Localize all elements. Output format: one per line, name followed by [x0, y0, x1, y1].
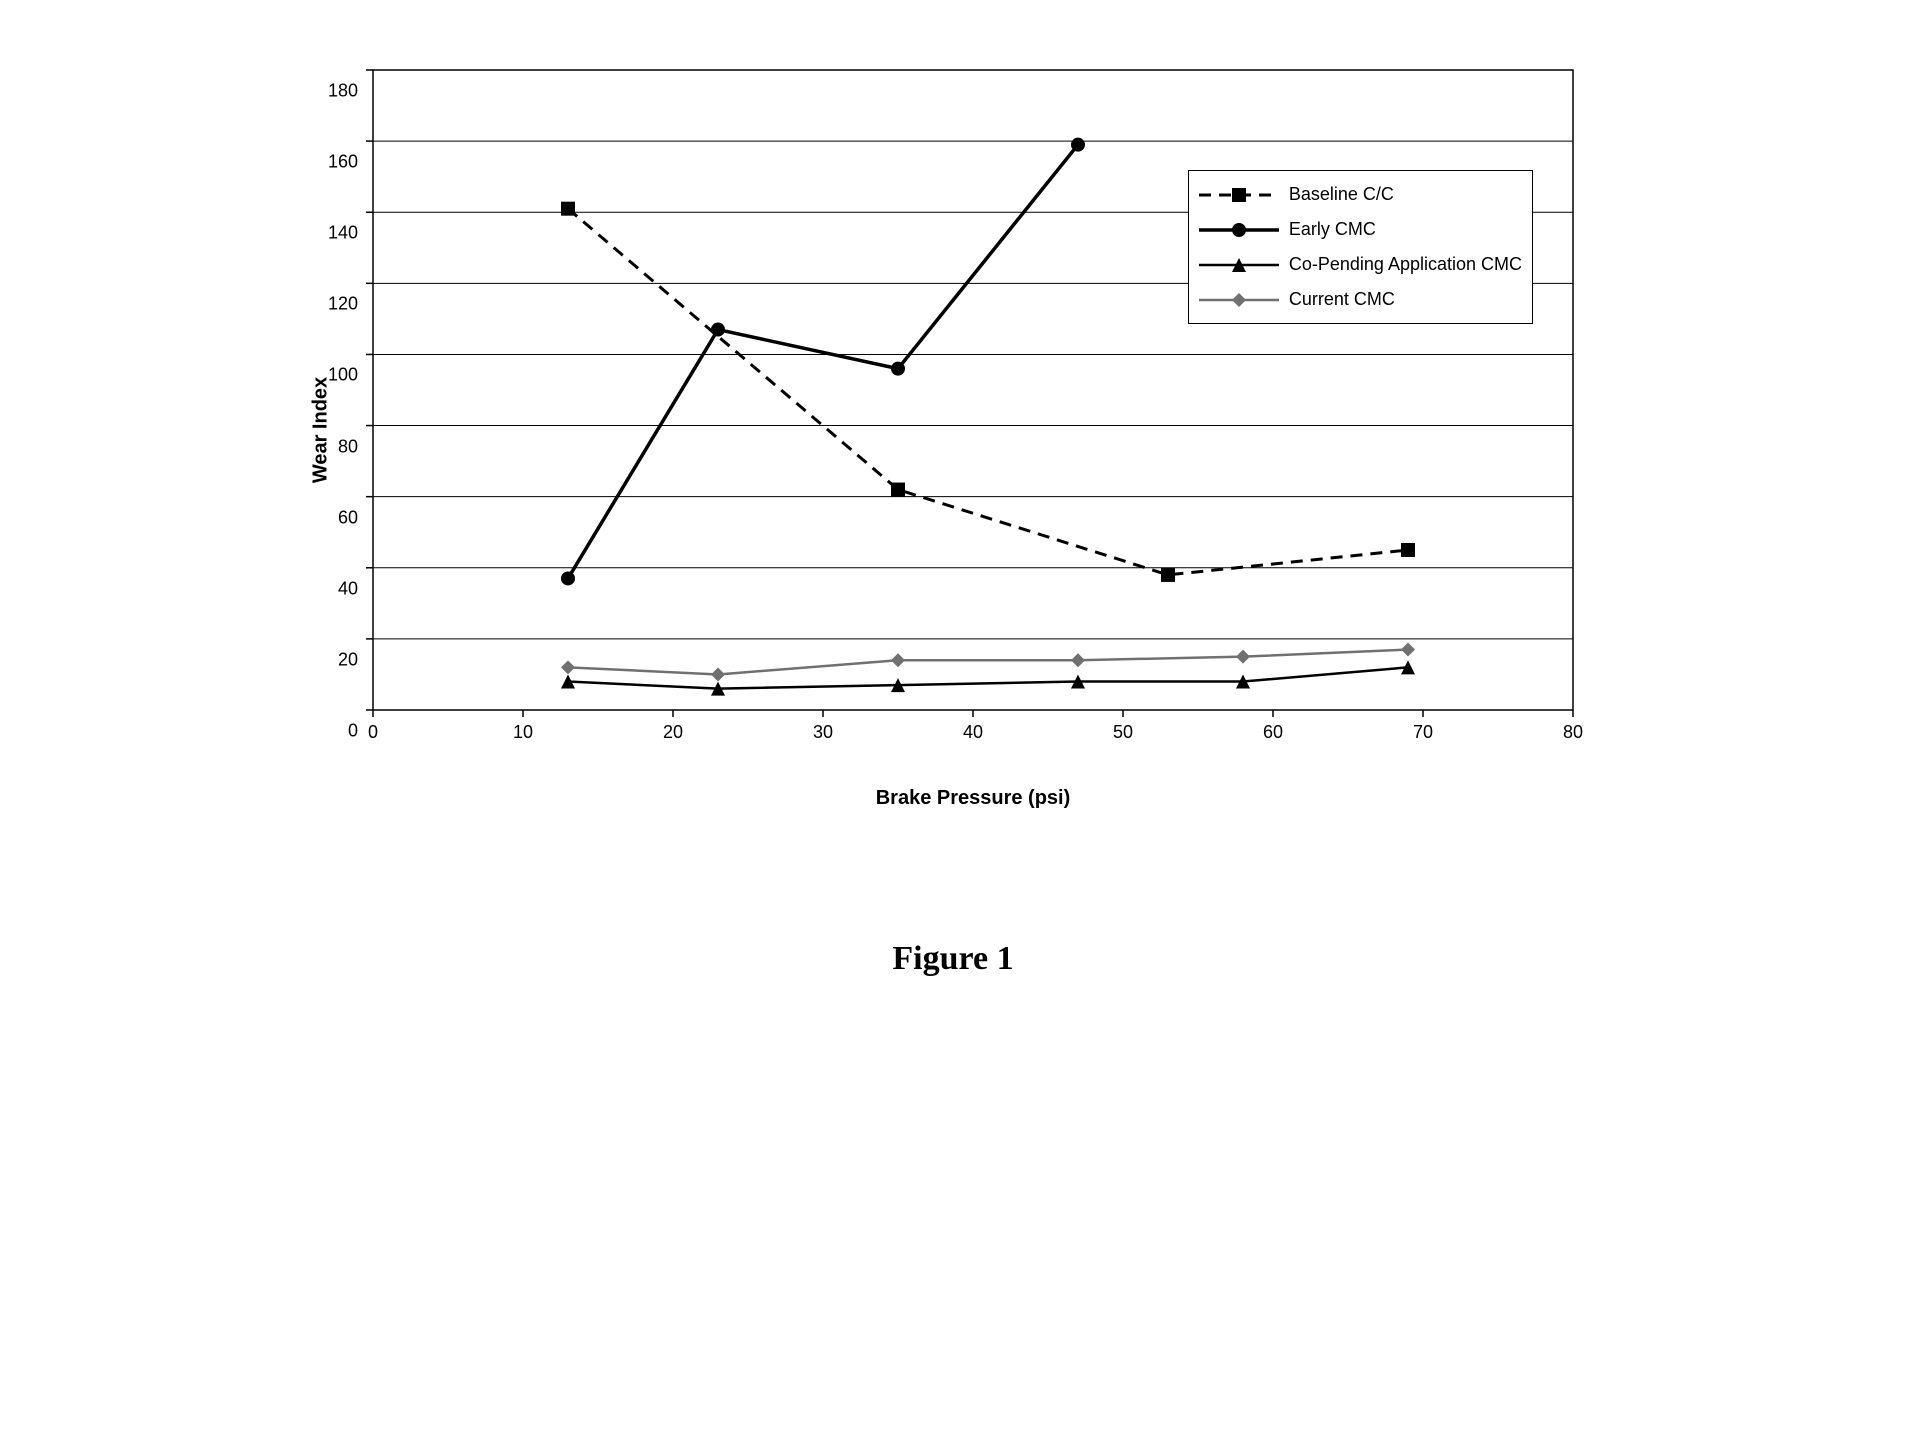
legend-item: Current CMC: [1199, 282, 1522, 317]
x-tick-label: 40: [963, 722, 983, 743]
x-tick-label: 0: [368, 722, 378, 743]
y-tick-label: 0: [258, 721, 358, 742]
y-tick-label: 100: [258, 365, 358, 386]
legend: Baseline C/C Early CMC Co-Pending Applicat…: [1188, 170, 1533, 324]
chart-box: Wear Index Brake Pressure (psi) 0 20 40 60 8…: [253, 40, 1653, 820]
legend-swatch: [1199, 286, 1279, 314]
legend-item: Baseline C/C: [1199, 177, 1522, 212]
y-tick-label: 60: [258, 507, 358, 528]
legend-label: Baseline C/C: [1289, 184, 1394, 205]
plot-svg: [373, 70, 1573, 710]
y-tick-label: 120: [258, 294, 358, 315]
x-tick-label: 50: [1113, 722, 1133, 743]
y-tick-label: 180: [258, 81, 358, 102]
legend-label: Early CMC: [1289, 219, 1376, 240]
x-axis-label: Brake Pressure (psi): [373, 787, 1573, 810]
x-tick-label: 20: [663, 722, 683, 743]
y-tick-label: 80: [258, 436, 358, 457]
legend-swatch: [1199, 181, 1279, 209]
x-tick-label: 70: [1413, 722, 1433, 743]
figure-caption: Figure 1: [253, 940, 1653, 978]
y-tick-label: 160: [258, 152, 358, 173]
x-tick-label: 10: [513, 722, 533, 743]
legend-label: Current CMC: [1289, 289, 1395, 310]
y-tick-label: 40: [258, 578, 358, 599]
chart-container: Wear Index Brake Pressure (psi) 0 20 40 60 8…: [253, 40, 1653, 978]
x-tick-label: 60: [1263, 722, 1283, 743]
legend-swatch: [1199, 216, 1279, 244]
y-tick-label: 140: [258, 223, 358, 244]
legend-label: Co-Pending Application CMC: [1289, 254, 1522, 275]
x-tick-label: 30: [813, 722, 833, 743]
x-tick-label: 80: [1563, 722, 1583, 743]
legend-item: Co-Pending Application CMC: [1199, 247, 1522, 282]
y-tick-label: 20: [258, 649, 358, 670]
legend-swatch: [1199, 251, 1279, 279]
y-axis-label: Wear Index: [310, 377, 333, 483]
plot-area: Baseline C/C Early CMC Co-Pending Applicat…: [373, 70, 1573, 710]
legend-item: Early CMC: [1199, 212, 1522, 247]
